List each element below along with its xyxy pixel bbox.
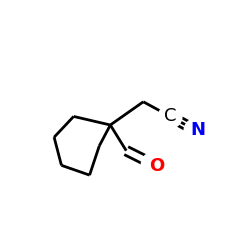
Circle shape [158,105,182,128]
Circle shape [184,119,208,142]
Circle shape [142,152,165,176]
Text: N: N [191,122,206,140]
Text: O: O [149,157,164,175]
Text: C: C [164,108,176,126]
